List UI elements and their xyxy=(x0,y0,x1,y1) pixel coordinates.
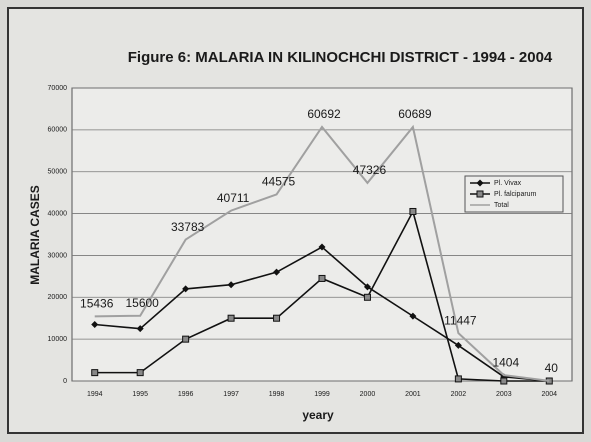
x-tick-label: 1999 xyxy=(314,391,330,398)
data-point xyxy=(136,369,144,377)
data-label: 60689 xyxy=(398,107,432,121)
y-tick-label: 50000 xyxy=(48,169,68,176)
data-label: 1404 xyxy=(492,355,519,369)
y-tick-label: 60000 xyxy=(48,127,68,134)
data-point xyxy=(273,314,281,322)
x-tick-label: 2004 xyxy=(541,391,557,398)
data-label: 11447 xyxy=(444,313,477,327)
data-point xyxy=(409,312,417,320)
data-label: 40 xyxy=(545,361,559,375)
data-label: 60692 xyxy=(307,107,341,121)
y-tick-label: 40000 xyxy=(48,210,68,217)
data-point xyxy=(182,285,190,293)
legend-marker xyxy=(476,190,484,198)
x-tick-label: 1997 xyxy=(223,391,239,398)
data-label: 47326 xyxy=(353,163,387,177)
series-line xyxy=(94,124,550,382)
data-point xyxy=(227,281,235,289)
legend-label: Pl. falciparum xyxy=(494,191,537,198)
y-tick-label: 10000 xyxy=(48,336,68,343)
legend-box xyxy=(464,175,564,213)
x-tick-label: 1995 xyxy=(132,391,148,398)
data-label: 40711 xyxy=(217,191,250,205)
x-tick-label: 2002 xyxy=(451,391,467,398)
plot-area xyxy=(71,87,573,382)
y-tick-label: 0 xyxy=(63,378,67,385)
data-point xyxy=(273,268,281,276)
x-tick-label: 2003 xyxy=(496,391,512,398)
data-point xyxy=(363,293,371,301)
data-point xyxy=(91,369,99,377)
data-point xyxy=(182,335,190,343)
data-point xyxy=(318,243,326,251)
y-axis-label: MALARIA CASES xyxy=(28,185,42,285)
x-tick-label: 1996 xyxy=(178,391,194,398)
x-axis-label: yeary xyxy=(302,408,334,422)
legend-label: Pl. Vivax xyxy=(494,180,522,187)
y-tick-label: 20000 xyxy=(48,294,68,301)
data-point xyxy=(318,274,326,282)
data-point xyxy=(454,375,462,383)
x-tick-label: 2000 xyxy=(360,391,376,398)
data-label: 15600 xyxy=(125,296,159,310)
data-label: 15436 xyxy=(80,297,114,311)
y-tick-label: 30000 xyxy=(48,252,68,259)
data-point xyxy=(363,283,371,291)
x-tick-label: 1994 xyxy=(87,391,103,398)
chart-title: Figure 6: MALARIA IN KILINOCHCHI DISTRIC… xyxy=(128,49,553,66)
x-tick-label: 1998 xyxy=(269,391,285,398)
y-tick-label: 70000 xyxy=(48,85,68,92)
data-point xyxy=(91,320,99,328)
legend-label: Total xyxy=(494,202,509,209)
data-point xyxy=(136,325,144,333)
data-point xyxy=(454,341,462,349)
data-label: 44575 xyxy=(262,175,296,189)
data-label: 33783 xyxy=(171,220,205,234)
data-point xyxy=(500,377,508,385)
x-tick-label: 2001 xyxy=(405,391,421,398)
legend-marker xyxy=(476,179,484,187)
data-point xyxy=(227,314,235,322)
data-point xyxy=(409,207,417,215)
